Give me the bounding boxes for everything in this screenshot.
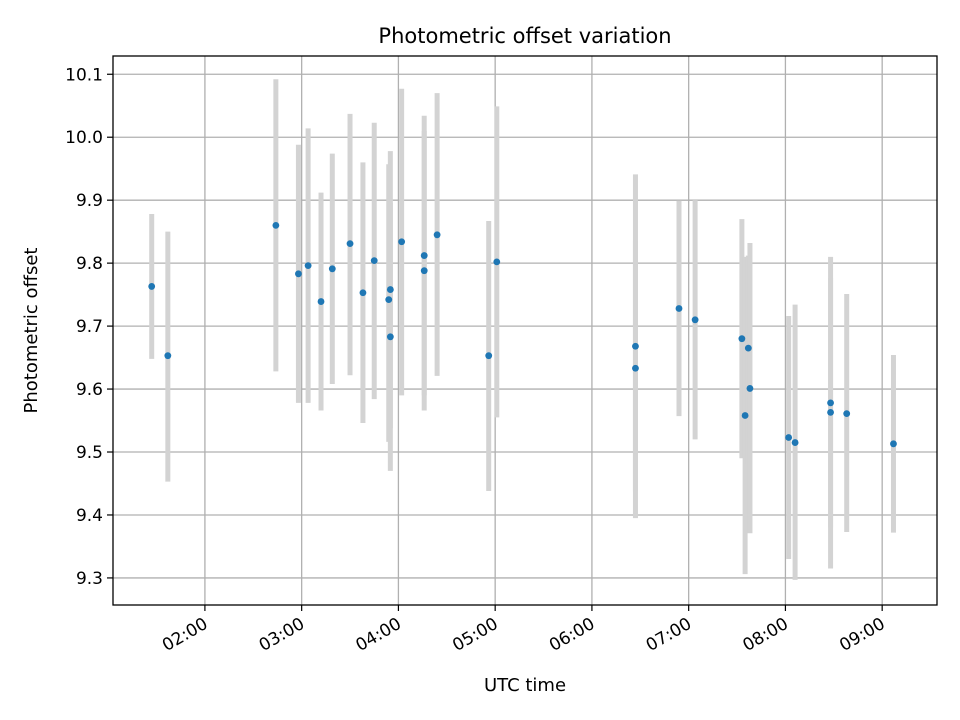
data-point <box>359 289 367 297</box>
data-point <box>691 316 699 324</box>
data-point <box>785 434 793 441</box>
data-point <box>164 352 172 360</box>
data-point <box>398 238 406 246</box>
data-point <box>791 439 799 446</box>
data-point <box>632 364 639 372</box>
data-point <box>420 267 428 275</box>
data-points <box>148 221 897 448</box>
data-point <box>304 262 312 270</box>
x-axis-label: UTC time <box>484 675 566 696</box>
chart-title: Photometric offset variation <box>378 24 671 48</box>
y-tick-label: 9.8 <box>76 254 103 274</box>
data-point <box>370 257 378 265</box>
data-point <box>317 298 325 305</box>
y-axis-label: Photometric offset <box>21 248 42 414</box>
data-point <box>385 296 393 304</box>
data-point <box>738 335 746 343</box>
data-point <box>675 305 683 312</box>
data-point <box>827 408 834 416</box>
data-point <box>890 440 897 448</box>
data-point <box>632 342 639 350</box>
data-point <box>386 286 394 293</box>
data-point <box>148 283 156 290</box>
plot-frame <box>112 55 938 606</box>
data-point <box>272 221 280 229</box>
data-point <box>744 344 752 352</box>
data-point <box>485 352 493 360</box>
data-point <box>420 252 428 259</box>
y-tick-label: 9.6 <box>76 380 103 400</box>
data-point <box>827 399 834 407</box>
y-tick-label: 9.3 <box>76 569 103 589</box>
y-tick-label: 10.1 <box>65 65 103 85</box>
data-point <box>493 258 501 266</box>
data-point <box>346 240 354 248</box>
y-tick-label: 9.5 <box>76 443 103 463</box>
data-point <box>433 231 441 239</box>
y-tick-label: 10.0 <box>65 128 103 148</box>
data-point <box>386 333 394 341</box>
data-point <box>328 265 336 273</box>
data-point <box>741 412 749 419</box>
y-tick-label: 9.9 <box>76 191 103 211</box>
data-point <box>843 410 851 418</box>
y-tick-label: 9.4 <box>76 506 103 526</box>
y-tick-label: 9.7 <box>76 317 103 337</box>
data-point <box>295 270 302 278</box>
y-axis-ticks: 9.3 9.4 9.5 9.6 9.7 9.8 9.9 10.0 10.1 <box>65 65 113 589</box>
data-point <box>746 385 754 392</box>
